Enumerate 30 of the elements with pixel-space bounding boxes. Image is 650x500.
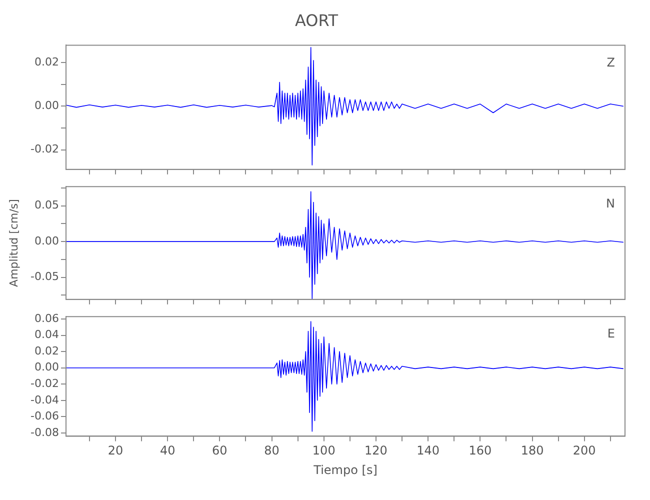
annotation: N: [606, 196, 615, 211]
x-tick-label: 100: [312, 444, 336, 458]
y-tick-label: -0.08: [30, 426, 59, 439]
x-tick-label: 20: [108, 444, 124, 458]
y-tick-label: 0.02: [34, 344, 59, 358]
x-axis-title: Tiempo [s]: [312, 462, 378, 477]
chart-title: AORT: [295, 10, 338, 30]
annotation: E: [607, 326, 615, 341]
y-tick-label: -0.04: [30, 393, 59, 406]
y-tick-label: 0.04: [34, 328, 59, 342]
x-tick-label: 140: [416, 444, 440, 458]
y-tick-label: -0.05: [30, 270, 59, 284]
y-tick-label: 0.06: [34, 312, 59, 325]
y-tick-label: 0.05: [34, 198, 59, 212]
x-tick-label: 80: [264, 444, 280, 458]
y-tick-label: 0.00: [34, 99, 59, 112]
x-tick-label: 40: [160, 444, 176, 458]
y-tick-label: -0.02: [30, 376, 59, 390]
annotation: Z: [606, 55, 615, 70]
x-tick-label: 60: [212, 444, 228, 458]
x-tick-label: 120: [364, 444, 388, 458]
x-tick-label: 160: [468, 444, 492, 458]
x-tick-label: 200: [572, 444, 596, 458]
y-tick-label: 0.00: [34, 234, 59, 248]
x-tick-label: 180: [520, 444, 544, 458]
y-axis-title: Amplitud [cm/s]: [7, 199, 20, 287]
y-tick-label: -0.02: [30, 142, 59, 156]
y-tick-label: 0.02: [34, 55, 59, 68]
y-tick-label: 0.00: [34, 360, 59, 374]
y-tick-label: -0.06: [30, 410, 59, 423]
